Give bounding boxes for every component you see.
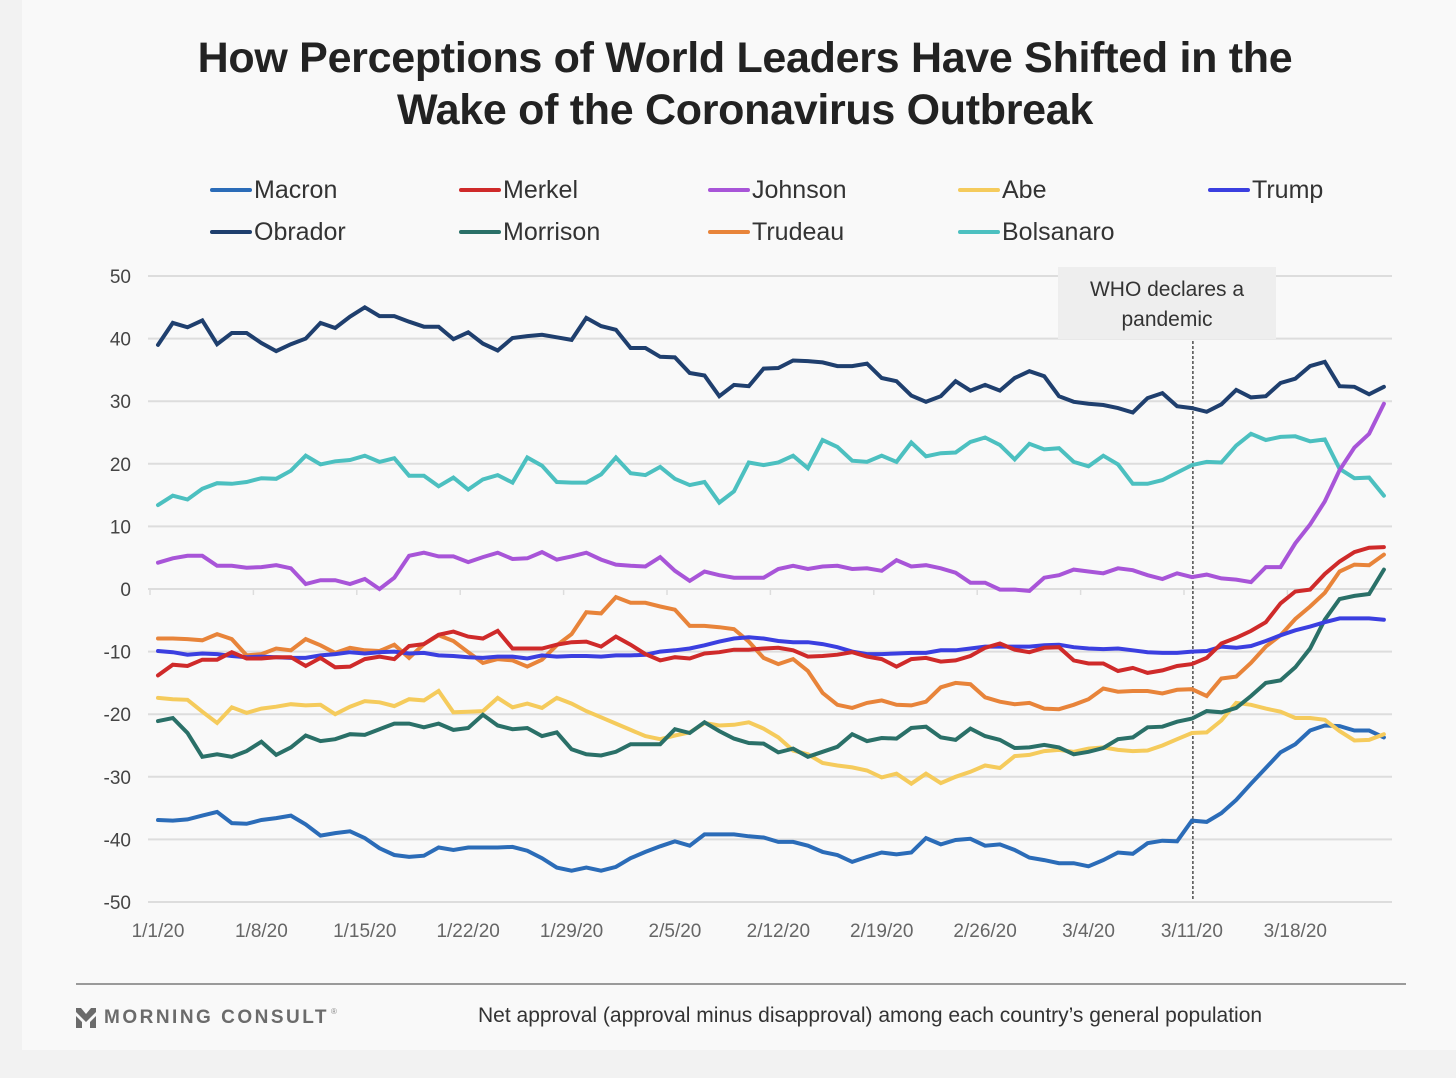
x-tick-label: 3/18/20 — [1264, 921, 1327, 942]
legend-swatch — [958, 230, 1000, 234]
series-line-bolsanaro — [156, 431, 1386, 508]
series-line-johnson — [156, 401, 1386, 593]
x-tick-label: 1/15/20 — [333, 921, 396, 942]
x-tick-label: 1/29/20 — [540, 921, 603, 942]
footer-divider — [76, 983, 1406, 985]
legend-swatch — [708, 188, 750, 192]
series-line-morrison — [156, 567, 1386, 759]
x-tick-label: 2/12/20 — [747, 921, 810, 942]
y-tick-label: 10 — [110, 517, 131, 538]
y-tick-label: -40 — [104, 830, 131, 851]
x-tick-label: 2/19/20 — [850, 921, 913, 942]
legend-swatch — [210, 188, 252, 192]
y-tick-label: -10 — [104, 643, 131, 664]
x-tick-label: 1/8/20 — [235, 921, 288, 942]
series-line-abe — [156, 688, 1386, 787]
legend-item-johnson: Johnson — [708, 175, 847, 205]
legend-swatch — [459, 188, 501, 192]
legend-label: Bolsanaro — [1002, 217, 1115, 246]
y-tick-label: 50 — [110, 267, 131, 288]
y-tick-label: 40 — [110, 330, 131, 351]
legend-item-obrador: Obrador — [210, 217, 346, 247]
legend-swatch — [958, 188, 1000, 192]
legend-item-trump: Trump — [1208, 175, 1323, 205]
x-tick-label: 2/26/20 — [953, 921, 1016, 942]
morning-consult-logo-icon — [76, 1008, 96, 1028]
series-lines — [156, 304, 1386, 873]
y-tick-label: -50 — [104, 893, 131, 914]
y-tick-label: 0 — [120, 580, 131, 601]
chart-card — [22, 0, 1456, 1050]
legend-label: Johnson — [752, 175, 847, 204]
x-tick-label: 1/22/20 — [436, 921, 499, 942]
legend-swatch — [210, 230, 252, 234]
chart-legend: Macron Merkel Johnson Abe Trump Obrador Morris… — [0, 0, 1456, 260]
legend-item-morrison: Morrison — [459, 217, 600, 247]
legend-swatch — [708, 230, 750, 234]
chart-title-line-2: Wake of the Coronavirus Outbreak — [396, 86, 1094, 134]
x-axis: 1/1/20 1/8/20 1/15/20 1/22/20 1/29/20 2/5/20 2… — [132, 921, 1327, 942]
legend-swatch — [459, 230, 501, 234]
legend-label: Morrison — [503, 217, 601, 246]
y-tick-label: -20 — [104, 705, 131, 726]
footnote: Net approval (approval minus disapproval… — [478, 1004, 1263, 1027]
legend-label: Merkel — [503, 175, 579, 204]
chart-title-line-1: How Perceptions of World Leaders Have Sh… — [197, 34, 1293, 82]
registered-mark: ® — [331, 1007, 337, 1016]
x-tick-label: 1/1/20 — [132, 921, 185, 942]
legend-item-bolsanaro: Bolsanaro — [958, 217, 1115, 247]
pandemic-annotation: WHO declares a pandemic — [1058, 267, 1276, 339]
legend-item-abe: Abe — [958, 175, 1046, 205]
series-line-obrador — [156, 304, 1386, 415]
y-tick-label: 30 — [110, 392, 131, 413]
series-line-trudeau — [156, 552, 1386, 712]
chart-title: How Perceptions of World Leaders Have Sh… — [0, 32, 1456, 136]
legend-label: Trudeau — [752, 217, 845, 246]
legend-label: Trump — [1252, 175, 1324, 204]
series-line-trump — [156, 616, 1386, 661]
x-tick-label: 2/5/20 — [649, 921, 702, 942]
y-tick-label: 20 — [110, 455, 131, 476]
series-line-macron — [156, 723, 1386, 873]
legend-item-trudeau: Trudeau — [708, 217, 844, 247]
legend-label: Macron — [254, 175, 338, 204]
x-tick-label: 3/11/20 — [1161, 921, 1223, 942]
annotation-line-2: pandemic — [1121, 308, 1213, 331]
legend-label: Abe — [1002, 175, 1047, 204]
morning-consult-logo: MORNING CONSULT ® — [76, 1007, 337, 1029]
legend-swatch — [1208, 188, 1250, 192]
y-tick-label: -30 — [104, 768, 131, 789]
y-axis: 50 40 30 20 10 0 -10 -20 -30 -40 -50 — [104, 267, 131, 914]
legend-label: Obrador — [254, 217, 346, 246]
series-line-merkel — [156, 545, 1386, 678]
legend-item-macron: Macron — [210, 175, 337, 205]
legend-item-merkel: Merkel — [459, 175, 578, 205]
brand-name: MORNING CONSULT — [104, 1007, 330, 1028]
x-tick-label: 3/4/20 — [1062, 921, 1115, 942]
annotation-line-1: WHO declares a — [1089, 278, 1245, 301]
